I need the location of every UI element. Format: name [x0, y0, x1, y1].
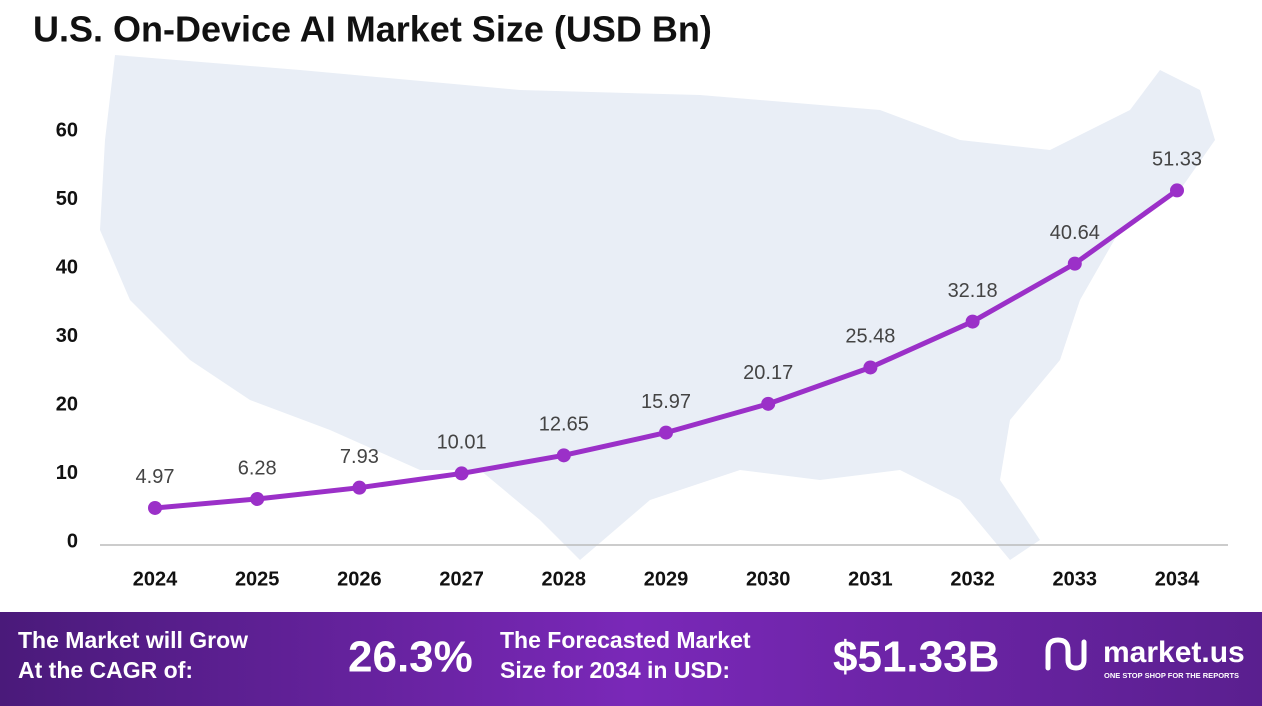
data-label: 32.18 [948, 280, 998, 302]
marker [556, 448, 571, 463]
marker [148, 500, 162, 515]
data-label: 25.48 [845, 326, 895, 348]
data-label: 51.33 [1152, 149, 1202, 171]
marker [965, 314, 980, 329]
footer-band [0, 612, 1262, 706]
y-tick-label: 60 [56, 119, 78, 141]
data-label: 12.65 [539, 414, 589, 436]
x-tick-label: 2025 [235, 568, 280, 590]
marker [761, 396, 776, 411]
x-tick-label: 2031 [848, 568, 893, 590]
data-label: 7.93 [340, 446, 379, 468]
marker [659, 425, 673, 440]
y-tick-label: 30 [56, 325, 78, 347]
logo: market.us [1103, 636, 1245, 669]
y-tick-label: 0 [67, 530, 78, 552]
data-label: 40.64 [1050, 222, 1100, 244]
marker [454, 466, 469, 481]
marker [1067, 256, 1082, 271]
marker [863, 360, 878, 375]
logo-icon [1045, 637, 1087, 671]
data-label: 15.97 [641, 391, 691, 413]
cagr-label: At the CAGR of: [18, 657, 193, 683]
marker [250, 491, 265, 506]
x-tick-label: 2024 [133, 568, 178, 590]
marker [1170, 183, 1184, 198]
x-tick-label: 2033 [1053, 568, 1098, 590]
cagr-label: The Market will Grow [18, 627, 248, 653]
data-label: 20.17 [743, 362, 793, 384]
data-label: 4.97 [136, 466, 175, 488]
x-tick-label: 2032 [950, 568, 995, 590]
x-tick-label: 2028 [542, 568, 587, 590]
x-tick-label: 2026 [337, 568, 382, 590]
y-tick-label: 40 [56, 256, 78, 278]
marker [352, 480, 367, 495]
forecast-label: The Forecasted Market [500, 627, 751, 653]
y-tick-label: 50 [56, 188, 78, 210]
y-tick-label: 20 [56, 393, 78, 415]
x-tick-label: 2027 [439, 568, 484, 590]
forecast-label: Size for 2034 in USD: [500, 657, 730, 683]
map-background [100, 55, 1215, 560]
data-label: 10.01 [437, 432, 487, 454]
x-tick-label: 2029 [644, 568, 689, 590]
x-tick-label: 2030 [746, 568, 791, 590]
y-tick-label: 10 [56, 462, 78, 484]
data-label: 6.28 [238, 457, 277, 479]
cagr-value: 26.3% [348, 633, 473, 682]
chart-title: U.S. On-Device AI Market Size (USD Bn) [33, 9, 712, 50]
x-tick-label: 2034 [1155, 568, 1200, 590]
logo-tagline: ONE STOP SHOP FOR THE REPORTS [1104, 671, 1239, 680]
forecast-value: $51.33B [833, 633, 999, 682]
